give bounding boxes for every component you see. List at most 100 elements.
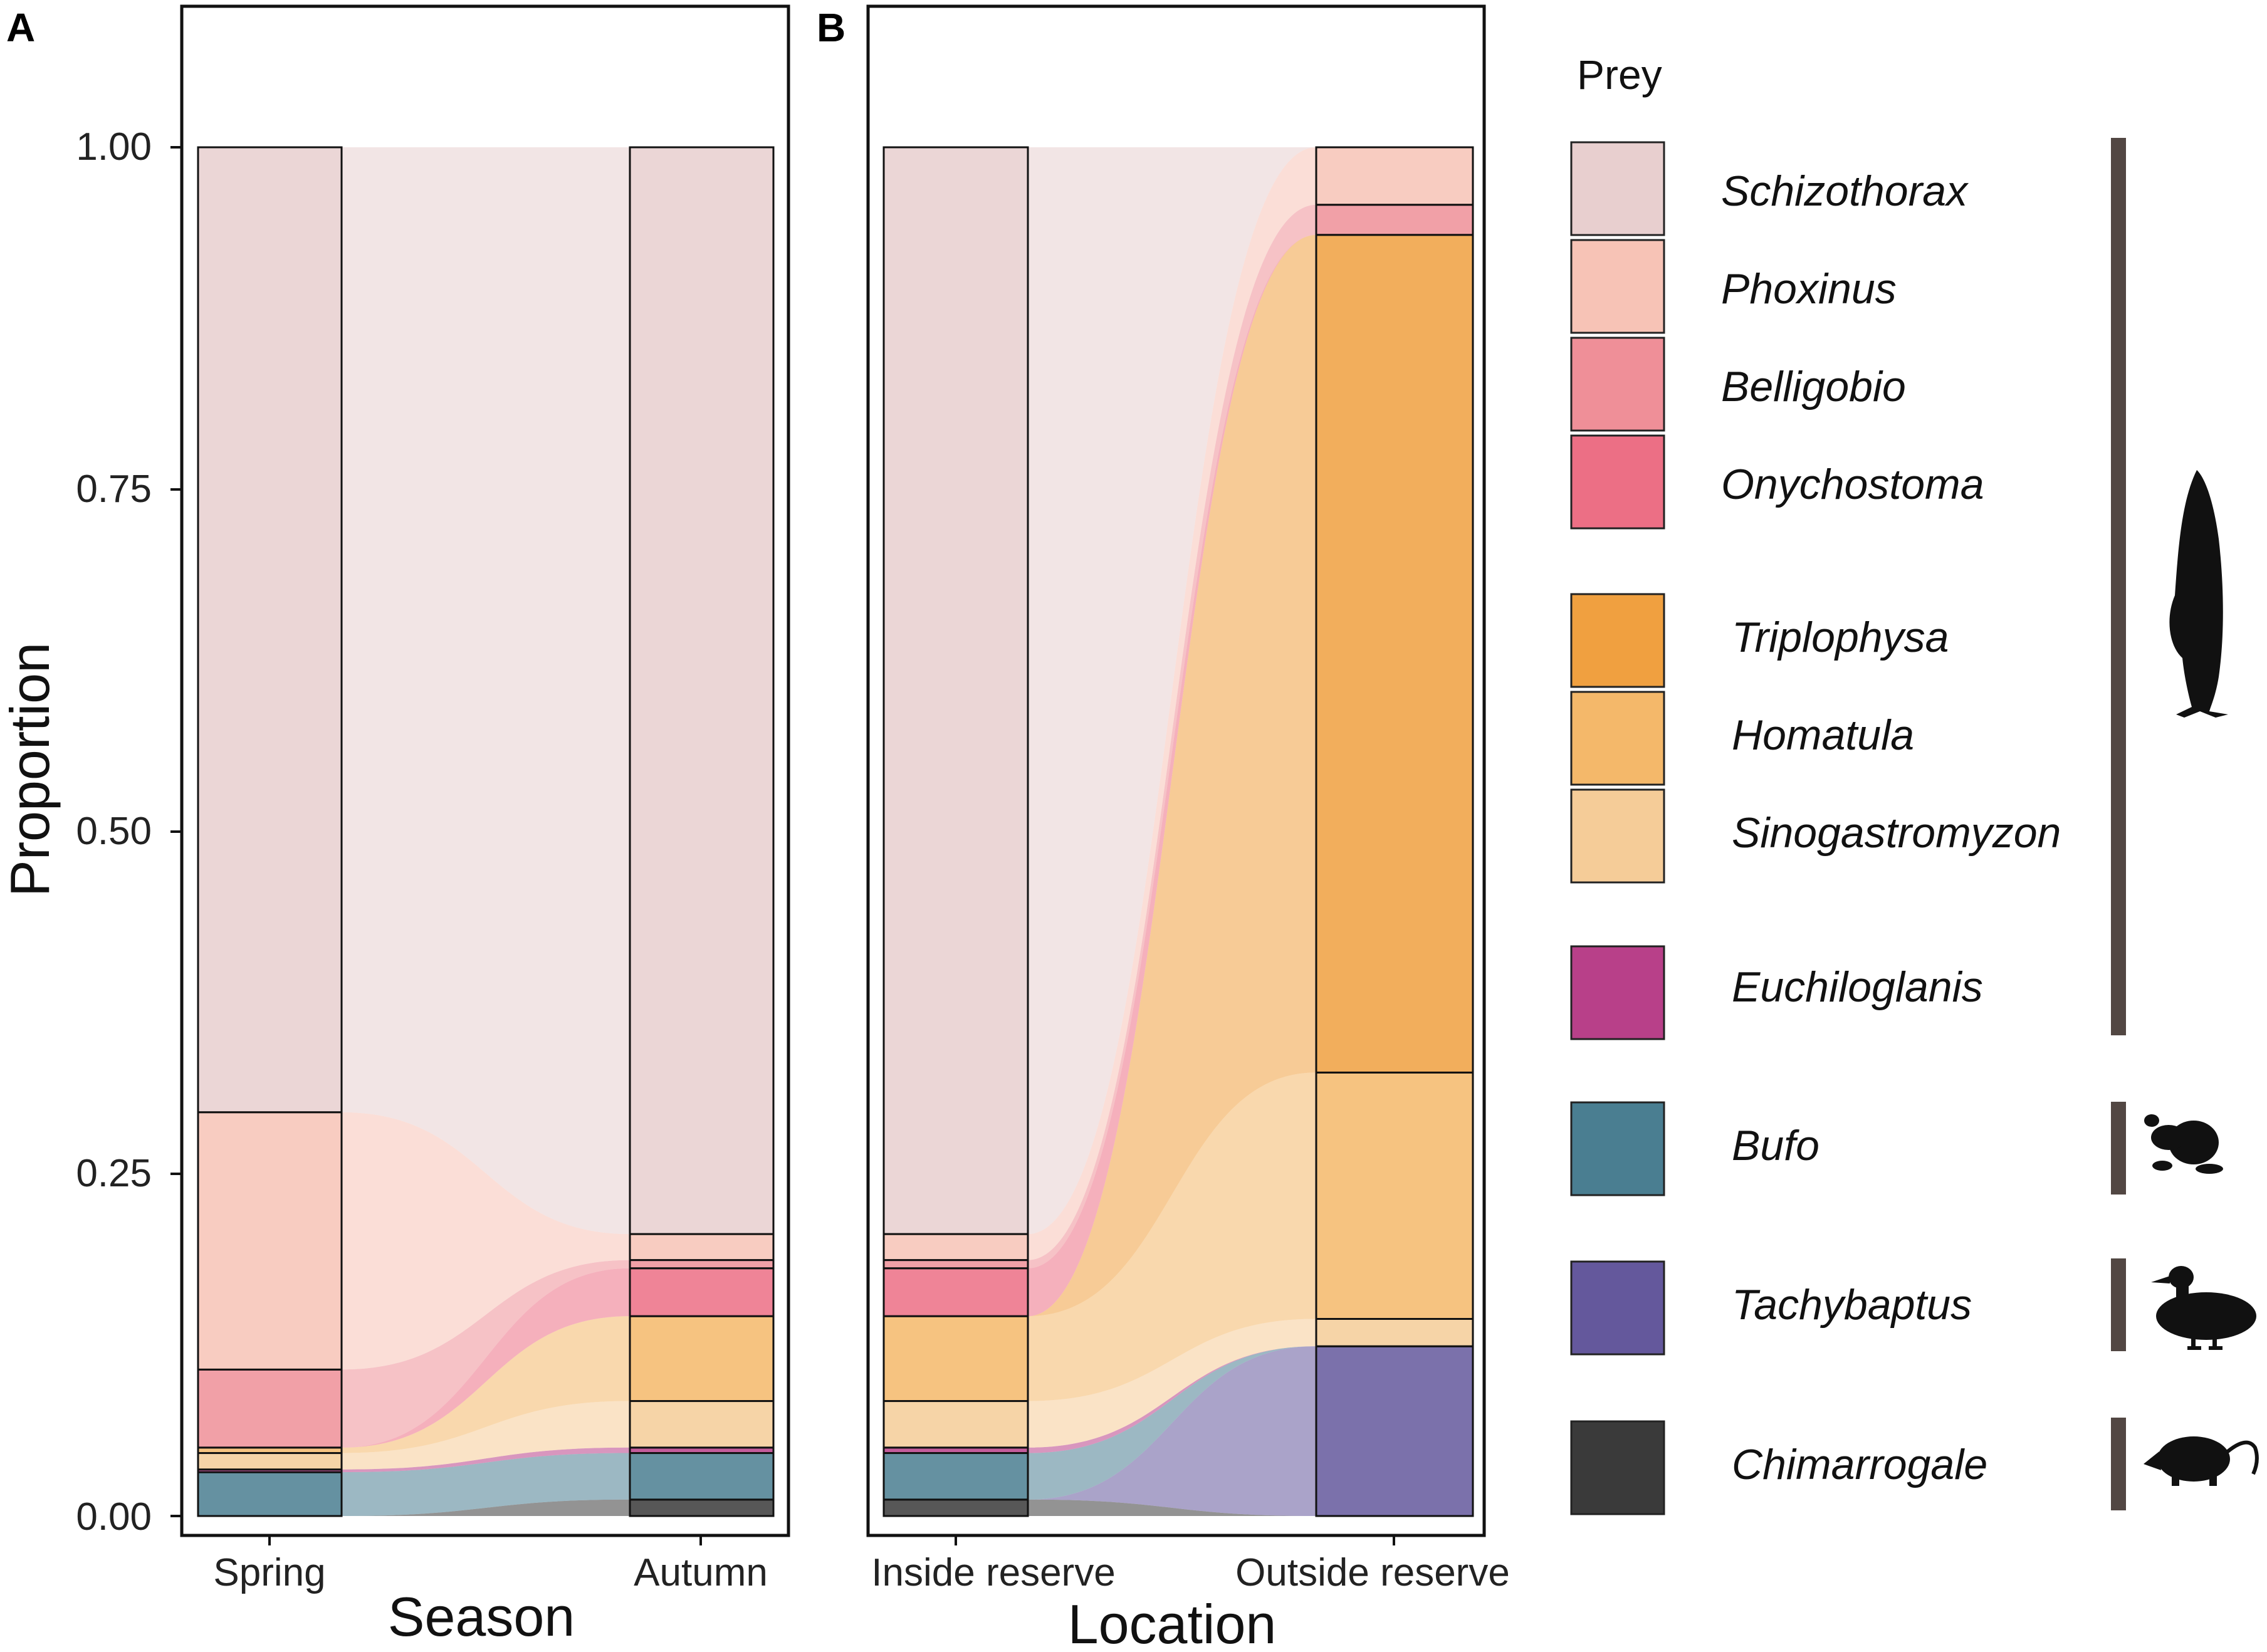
bar-right-schizothorax bbox=[629, 146, 775, 1235]
bar-right-phoxinus bbox=[1315, 146, 1474, 206]
panel-a: A 0.00 0.25 0.50 0.75 1.00 Proportion Sp… bbox=[0, 4, 790, 1648]
y-tick-label-0: 0.00 bbox=[76, 1495, 152, 1539]
legend-label-phoxinus: Phoxinus bbox=[1721, 265, 1897, 313]
panel-a-frame bbox=[180, 4, 790, 1537]
legend-label-triplophysa: Triplophysa bbox=[1732, 614, 1949, 661]
x-axis-title-location: Location bbox=[1068, 1593, 1277, 1652]
bar-right-belligobio bbox=[1315, 204, 1474, 236]
bar-right-phoxinus bbox=[629, 1233, 775, 1262]
bar-right-onychostoma bbox=[629, 1267, 775, 1317]
x-tick-label-outside-reserve: Outside reserve bbox=[1235, 1551, 1510, 1594]
bar-left-belligobio bbox=[882, 1259, 1029, 1270]
flow-belligobio bbox=[1028, 204, 1316, 1268]
legend-label-sinogastromyzon: Sinogastromyzon bbox=[1732, 809, 2061, 857]
bar-right-tachybaptus bbox=[1315, 1345, 1474, 1517]
bar-left-homatula bbox=[882, 1315, 1029, 1403]
legend-label-euchiloglanis: Euchiloglanis bbox=[1732, 963, 1983, 1011]
bar-left-sinogastromyzon bbox=[197, 1452, 343, 1471]
group-bar-fish bbox=[2111, 138, 2126, 1035]
flow-euchiloglanis bbox=[342, 1447, 630, 1473]
legend-label-chimarrogale: Chimarrogale bbox=[1732, 1441, 1987, 1488]
fish-silhouette-icon bbox=[2169, 470, 2228, 718]
panel-b-frame bbox=[866, 4, 1486, 1537]
y-axis-title: Proportion bbox=[0, 642, 61, 897]
flow-belligobio bbox=[342, 1260, 630, 1448]
bar-left-onychostoma bbox=[882, 1267, 1029, 1317]
legend-label-homatula: Homatula bbox=[1732, 711, 1914, 759]
x-tick-label-autumn: Autumn bbox=[634, 1551, 768, 1594]
bar-right-sinogastromyzon bbox=[1315, 1318, 1474, 1347]
flow-phoxinus bbox=[342, 1112, 630, 1370]
flow-schizothorax bbox=[1028, 147, 1316, 1235]
bar-left-schizothorax bbox=[882, 146, 1029, 1235]
legend: Prey Schizothorax Phoxinus Belligobio On… bbox=[1570, 51, 2259, 1515]
flow-sinogastromyzon bbox=[342, 1401, 630, 1470]
legend-swatch-triplophysa bbox=[1570, 593, 1665, 688]
grebe-silhouette-icon bbox=[2151, 1266, 2256, 1350]
flow-bufo bbox=[342, 1453, 630, 1516]
group-bar-amphibian bbox=[2111, 1102, 2126, 1195]
bar-right-bufo bbox=[629, 1452, 775, 1501]
y-axis: 0.00 0.25 0.50 0.75 1.00 bbox=[76, 125, 182, 1539]
x-tick-label-inside-reserve: Inside reserve bbox=[871, 1551, 1115, 1594]
legend-swatch-tachybaptus bbox=[1570, 1260, 1665, 1356]
panel-b-flows bbox=[1028, 147, 1316, 1516]
flow-triplophysa bbox=[1028, 234, 1316, 1317]
bar-right-belligobio bbox=[629, 1259, 775, 1270]
legend-swatch-onychostoma bbox=[1570, 434, 1665, 530]
y-tick-label-75: 0.75 bbox=[76, 468, 152, 511]
y-tick-label-50: 0.50 bbox=[76, 810, 152, 853]
y-tick-label-25: 0.25 bbox=[76, 1152, 152, 1195]
flow-bufo bbox=[1028, 1346, 1316, 1500]
legend-title: Prey bbox=[1577, 51, 1662, 98]
flow-sinogastromyzon bbox=[1028, 1319, 1316, 1448]
x-axis-title-season: Season bbox=[388, 1586, 575, 1648]
bar-left-bufo bbox=[882, 1452, 1029, 1501]
bar-left-chimarrogale bbox=[882, 1498, 1029, 1517]
legend-swatch-euchiloglanis bbox=[1570, 945, 1665, 1040]
bar-left-phoxinus bbox=[882, 1233, 1029, 1262]
bar-right-triplophysa bbox=[1315, 234, 1474, 1074]
flow-schizothorax bbox=[342, 147, 630, 1235]
bar-left-schizothorax bbox=[197, 146, 343, 1114]
flow-tachybaptus bbox=[1028, 1346, 1316, 1516]
shrew-silhouette-icon bbox=[2144, 1436, 2259, 1486]
legend-swatch-homatula bbox=[1570, 691, 1665, 786]
legend-label-belligobio: Belligobio bbox=[1721, 363, 1906, 410]
flow-phoxinus bbox=[1028, 147, 1316, 1260]
legend-label-onychostoma: Onychostoma bbox=[1721, 461, 1984, 508]
panel-b-letter: B bbox=[817, 5, 846, 50]
panel-a-bars bbox=[197, 146, 775, 1517]
panel-a-letter: A bbox=[6, 5, 35, 50]
bar-left-phoxinus bbox=[197, 1111, 343, 1371]
legend-swatch-bufo bbox=[1570, 1101, 1665, 1196]
legend-label-bufo: Bufo bbox=[1732, 1122, 1819, 1169]
legend-swatch-schizothorax bbox=[1570, 141, 1665, 236]
bar-left-bufo bbox=[197, 1471, 343, 1517]
group-bar-mammal bbox=[2111, 1418, 2126, 1510]
bar-right-chimarrogale bbox=[629, 1498, 775, 1517]
legend-label-schizothorax: Schizothorax bbox=[1721, 167, 1969, 215]
legend-label-tachybaptus: Tachybaptus bbox=[1732, 1281, 1972, 1329]
legend-swatch-chimarrogale bbox=[1570, 1420, 1665, 1515]
bar-left-sinogastromyzon bbox=[882, 1400, 1029, 1449]
flow-homatula bbox=[342, 1316, 630, 1453]
flow-onychostoma bbox=[1028, 234, 1316, 1317]
legend-swatch-belligobio bbox=[1570, 337, 1665, 432]
panel-a-flows bbox=[342, 147, 630, 1516]
frog-silhouette-icon bbox=[2144, 1114, 2223, 1174]
bar-right-sinogastromyzon bbox=[629, 1400, 775, 1449]
legend-swatch-phoxinus bbox=[1570, 239, 1665, 334]
bar-right-homatula bbox=[629, 1315, 775, 1403]
panel-b-bars bbox=[882, 146, 1474, 1517]
flow-homatula bbox=[1028, 1072, 1316, 1401]
x-tick-label-spring: Spring bbox=[213, 1551, 325, 1594]
panel-b: B Inside reserve Outside reserve Locatio… bbox=[817, 4, 1510, 1652]
y-tick-label-100: 1.00 bbox=[76, 125, 152, 169]
legend-swatch-sinogastromyzon bbox=[1570, 788, 1665, 884]
bar-right-homatula bbox=[1315, 1071, 1474, 1320]
bar-left-belligobio bbox=[197, 1368, 343, 1449]
flow-euchiloglanis bbox=[1028, 1346, 1316, 1453]
group-bar-bird bbox=[2111, 1258, 2126, 1351]
